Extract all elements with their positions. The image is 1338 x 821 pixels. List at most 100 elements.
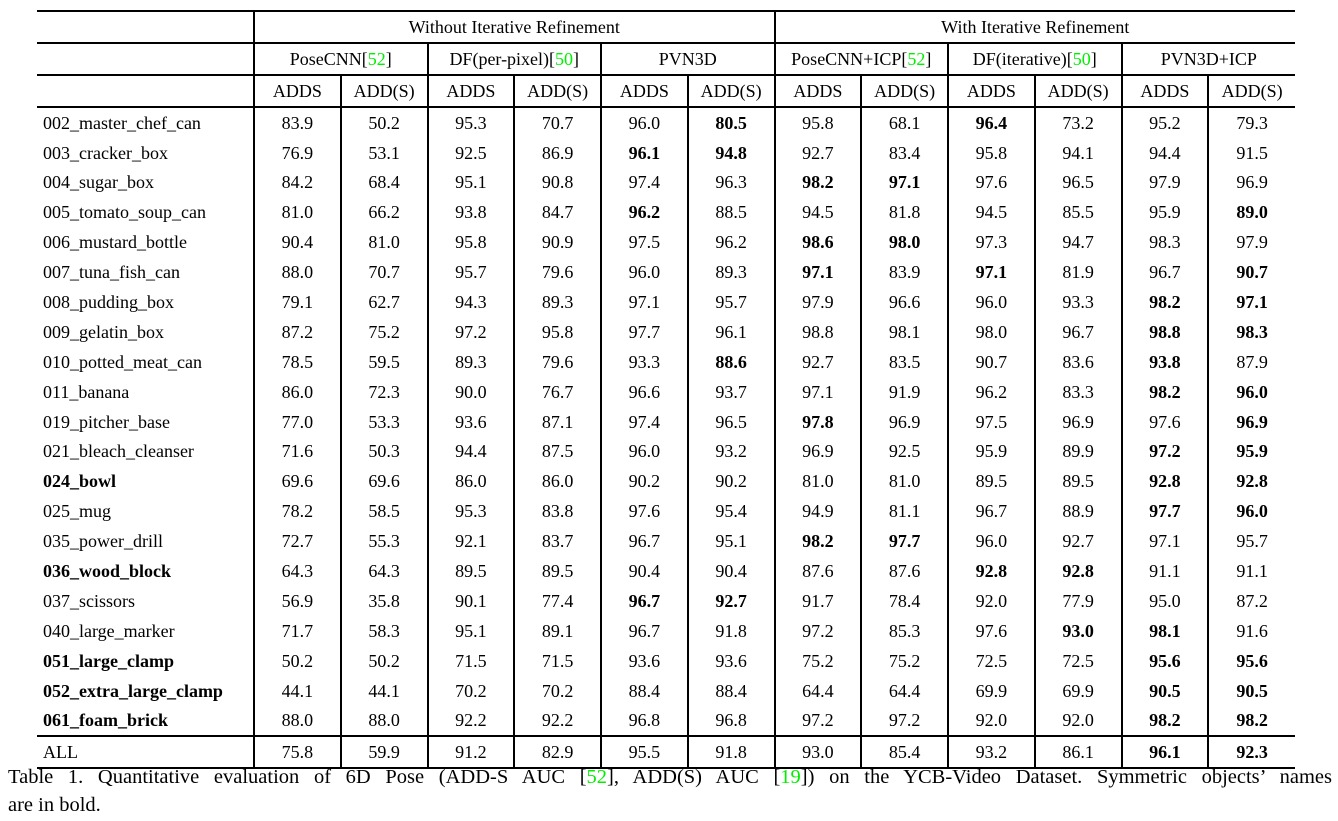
group-header: Without Iterative Refinement bbox=[253, 10, 775, 44]
value-cell: 90.5 bbox=[1207, 675, 1296, 706]
value-cell: 95.2 bbox=[1120, 106, 1209, 138]
citation-ref[interactable]: 52 bbox=[586, 766, 608, 788]
row-name-cell: 009_gelatin_box bbox=[43, 321, 164, 342]
citation-ref[interactable]: 50 bbox=[1072, 48, 1091, 69]
value-cell: 85.4 bbox=[860, 735, 949, 770]
value-cell: 95.7 bbox=[426, 257, 515, 288]
value-cell: 69.9 bbox=[947, 675, 1035, 706]
value-cell: 89.9 bbox=[1033, 436, 1122, 467]
value-cell: 93.2 bbox=[947, 735, 1035, 770]
value-cell: 76.7 bbox=[513, 376, 601, 407]
value-cell: 92.7 bbox=[773, 137, 862, 168]
object-row: 021_bleach_cleanser 71.6 50.3 94.4 87.5 96.0 9… bbox=[37, 436, 1296, 467]
row-name-cell: 035_power_drill bbox=[43, 531, 163, 552]
value-cell: 97.2 bbox=[773, 615, 862, 646]
value-cell: 96.7 bbox=[600, 615, 688, 646]
value-cell: 89.5 bbox=[426, 556, 515, 586]
value-cell: 96.6 bbox=[860, 287, 949, 317]
value-cell: 75.2 bbox=[339, 316, 428, 347]
metric-header-row: ADDS ADD(S) ADDS ADD(S) ADDS ADD(S) ADDS ADD(S)… bbox=[37, 74, 1296, 108]
value-cell: 50.2 bbox=[339, 106, 428, 138]
object-row: 006_mustard_bottle 90.4 81.0 95.8 90.9 97.5 96… bbox=[37, 227, 1296, 258]
row-name-cell: 021_bleach_cleanser bbox=[43, 441, 194, 462]
object-row: 025_mug 78.2 58.5 95.3 83.8 97.6 95.4 94.9 81.1 9… bbox=[37, 496, 1296, 527]
value-cell: 95.9 bbox=[947, 436, 1035, 467]
value-cell: 84.7 bbox=[513, 197, 601, 228]
row-name-cell: 052_extra_large_clamp bbox=[43, 680, 223, 701]
value-cell: 95.5 bbox=[600, 735, 688, 770]
row-name-cell: 008_pudding_box bbox=[43, 291, 175, 312]
value-cell: 53.1 bbox=[339, 137, 428, 168]
value-cell: 89.3 bbox=[513, 287, 601, 317]
value-cell: 69.6 bbox=[253, 466, 341, 497]
value-cell: 95.9 bbox=[1207, 436, 1296, 467]
value-cell: 92.3 bbox=[1207, 735, 1296, 770]
object-row: 011_banana 86.0 72.3 90.0 76.7 96.6 93.7 97.1 91… bbox=[37, 376, 1296, 407]
citation-ref[interactable]: 52 bbox=[367, 48, 386, 69]
value-cell: 92.8 bbox=[1120, 466, 1209, 497]
value-cell: 96.2 bbox=[947, 376, 1035, 407]
value-cell: 83.4 bbox=[860, 137, 949, 168]
value-cell: 68.4 bbox=[339, 167, 428, 198]
value-cell: 96.1 bbox=[686, 316, 775, 347]
results-table: Without Iterative Refinement With Iterati… bbox=[37, 10, 1296, 770]
value-cell: 96.9 bbox=[860, 406, 949, 437]
value-cell: 81.0 bbox=[339, 227, 428, 258]
table-header: Without Iterative Refinement With Iterati… bbox=[37, 10, 1296, 108]
citation-ref[interactable]: 19 bbox=[780, 766, 801, 788]
metric-header: ADD(S) bbox=[686, 74, 775, 108]
value-cell: 96.9 bbox=[1207, 406, 1296, 437]
value-cell: 87.6 bbox=[860, 556, 949, 586]
value-cell: 79.6 bbox=[513, 257, 601, 288]
value-cell: 92.7 bbox=[1033, 526, 1122, 557]
method-header: PVN3D bbox=[600, 42, 775, 76]
value-cell: 97.4 bbox=[600, 406, 688, 437]
object-row: 051_large_clamp 50.2 50.2 71.5 71.5 93.6 93.6 7… bbox=[37, 645, 1296, 676]
method-header: DF(iterative)[50] bbox=[947, 42, 1122, 76]
value-cell: 90.7 bbox=[1207, 257, 1296, 288]
value-cell: 80.5 bbox=[686, 106, 775, 138]
value-cell: 58.5 bbox=[339, 496, 428, 527]
value-cell: 93.6 bbox=[686, 645, 775, 676]
value-cell: 35.8 bbox=[339, 585, 428, 616]
value-cell: 88.0 bbox=[253, 705, 341, 737]
metric-header: ADD(S) bbox=[339, 74, 428, 108]
value-cell: 76.9 bbox=[253, 137, 341, 168]
value-cell: 64.4 bbox=[860, 675, 949, 706]
object-row: 007_tuna_fish_can 88.0 70.7 95.7 79.6 96.0 89.… bbox=[37, 257, 1296, 288]
group-header-row: Without Iterative Refinement With Iterati… bbox=[37, 10, 1296, 44]
method-header: PVN3D+ICP bbox=[1120, 42, 1296, 76]
object-row: 036_wood_block 64.3 64.3 89.5 89.5 90.4 90.4 87… bbox=[37, 556, 1296, 586]
value-cell: 94.5 bbox=[947, 197, 1035, 228]
value-cell: 88.9 bbox=[1033, 496, 1122, 527]
value-cell: 98.8 bbox=[773, 316, 862, 347]
value-cell: 88.0 bbox=[253, 257, 341, 288]
object-row: 037_scissors 56.9 35.8 90.1 77.4 96.7 92.7 91.7… bbox=[37, 585, 1296, 616]
value-cell: 89.5 bbox=[513, 556, 601, 586]
value-cell: 97.6 bbox=[947, 167, 1035, 198]
value-cell: 96.5 bbox=[1033, 167, 1122, 198]
value-cell: 97.5 bbox=[600, 227, 688, 258]
value-cell: 66.2 bbox=[339, 197, 428, 228]
object-row: 019_pitcher_base 77.0 53.3 93.6 87.1 97.4 96.5… bbox=[37, 406, 1296, 437]
value-cell: 97.8 bbox=[773, 406, 862, 437]
value-cell: 94.1 bbox=[1033, 137, 1122, 168]
value-cell: 86.0 bbox=[426, 466, 515, 497]
value-cell: 85.5 bbox=[1033, 197, 1122, 228]
value-cell: 94.3 bbox=[426, 287, 515, 317]
object-row: 008_pudding_box 79.1 62.7 94.3 89.3 97.1 95.7 9… bbox=[37, 287, 1296, 317]
value-cell: 93.6 bbox=[600, 645, 688, 676]
citation-ref[interactable]: 50 bbox=[555, 48, 574, 69]
header-spacer-cell bbox=[37, 74, 254, 108]
value-cell: 92.2 bbox=[513, 705, 601, 737]
row-name-cell: 003_cracker_box bbox=[43, 142, 168, 163]
caption-segment: ], ADD(S) AUC [ bbox=[607, 766, 781, 788]
value-cell: 96.2 bbox=[686, 227, 775, 258]
value-cell: 79.3 bbox=[1207, 106, 1296, 138]
value-cell: 97.9 bbox=[773, 287, 862, 317]
value-cell: 83.9 bbox=[860, 257, 949, 288]
citation-ref[interactable]: 52 bbox=[907, 48, 926, 69]
row-name-cell: ALL bbox=[37, 735, 254, 770]
value-cell: 71.7 bbox=[253, 615, 341, 646]
group-header: With Iterative Refinement bbox=[773, 10, 1296, 44]
